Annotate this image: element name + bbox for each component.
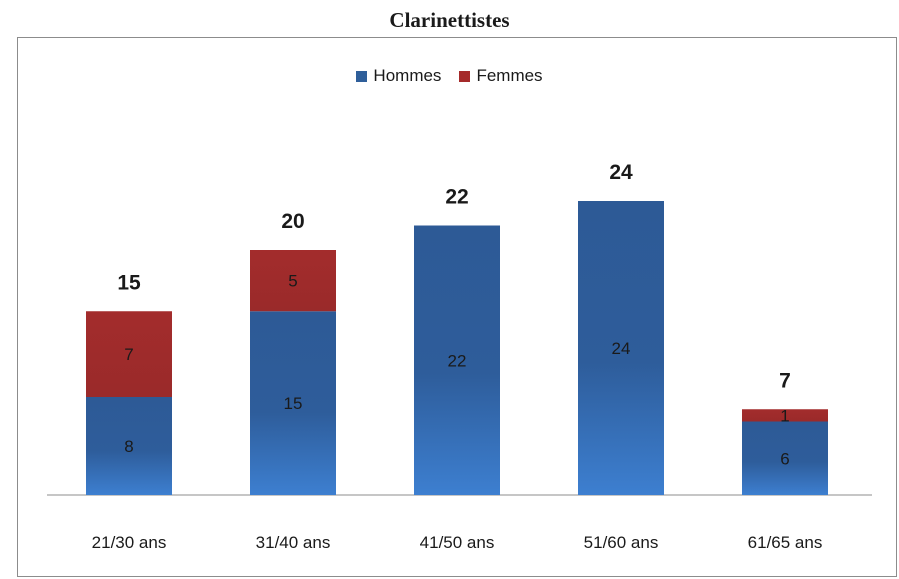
data-label-femmes-0: 7 [124, 345, 133, 364]
bar-hommes-4 [742, 421, 828, 495]
legend-swatch-femmes [459, 70, 471, 82]
legend-label-hommes: Hommes [373, 66, 442, 85]
bar-hommes-3 [578, 201, 664, 495]
data-label-hommes-1: 15 [284, 394, 303, 413]
total-label-0: 15 [117, 271, 141, 294]
legend: Hommes Femmes [0, 66, 899, 86]
data-label-hommes-4: 6 [780, 449, 789, 468]
bar-hommes-2 [414, 225, 500, 495]
legend-item-femmes: Femmes [459, 66, 543, 86]
x-tick-label-2: 41/50 ans [420, 533, 495, 552]
data-label-hommes-2: 22 [448, 351, 467, 370]
chart-title: Clarinettistes [389, 8, 510, 32]
chart-frame [17, 37, 897, 577]
legend-item-hommes: Hommes [356, 66, 441, 86]
x-tick-label-0: 21/30 ans [92, 533, 167, 552]
total-label-2: 22 [445, 186, 468, 209]
x-tick-label-1: 31/40 ans [256, 533, 331, 552]
legend-swatch-hommes [356, 70, 368, 82]
bar-hommes-0 [86, 397, 172, 495]
total-label-1: 20 [281, 210, 304, 233]
x-tick-label-4: 61/65 ans [748, 533, 823, 552]
data-label-femmes-4: 1 [780, 406, 789, 425]
total-label-3: 24 [609, 161, 633, 184]
bar-femmes-4 [742, 409, 828, 422]
total-label-4: 7 [779, 369, 791, 392]
bar-femmes-1 [250, 250, 336, 312]
bar-hommes-1 [250, 311, 336, 495]
data-label-femmes-1: 5 [288, 272, 297, 291]
data-label-hommes-0: 8 [124, 437, 133, 456]
x-tick-label-3: 51/60 ans [584, 533, 659, 552]
legend-label-femmes: Femmes [476, 66, 543, 85]
bar-femmes-0 [86, 311, 172, 397]
data-label-hommes-3: 24 [612, 339, 631, 358]
